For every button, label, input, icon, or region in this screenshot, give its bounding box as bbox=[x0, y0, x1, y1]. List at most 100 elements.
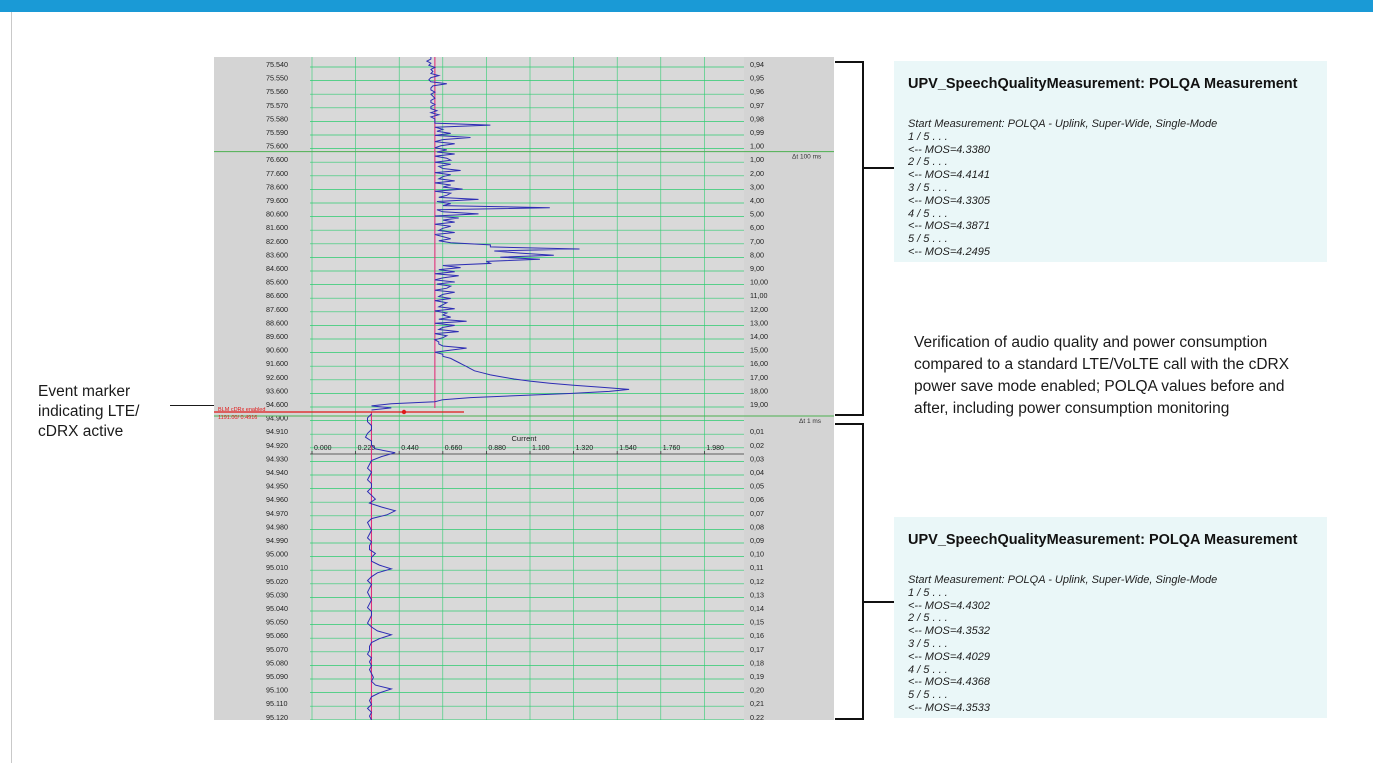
mos-value-line: <-- MOS=4.4029 bbox=[908, 650, 990, 663]
time-tick-label: 79.600 bbox=[266, 196, 288, 205]
delta-tick-label: 18,00 bbox=[750, 386, 768, 395]
time-tick-label: 94.600 bbox=[266, 400, 288, 409]
time-tick-label: 82.600 bbox=[266, 237, 288, 246]
delta-tick-label: 2,00 bbox=[750, 169, 764, 178]
delta-tick-label: 0,13 bbox=[750, 590, 764, 599]
delta-tick-label: 10,00 bbox=[750, 278, 768, 287]
measurement-step-line: 2 / 5 . . . bbox=[908, 612, 948, 625]
polqa-result-panel-after: UPV_SpeechQualityMeasurement: POLQA Meas… bbox=[894, 517, 1327, 718]
time-tick-label: 80.600 bbox=[266, 210, 288, 219]
time-tick-label: 75.550 bbox=[266, 74, 288, 83]
delta-tick-label: 0,20 bbox=[750, 686, 764, 695]
time-tick-label: 94.910 bbox=[266, 427, 288, 436]
time-tick-label: 75.560 bbox=[266, 87, 288, 96]
delta-tick-label: 19,00 bbox=[750, 400, 768, 409]
delta-tick-label: 8,00 bbox=[750, 250, 764, 259]
delta-tick-label: 0,07 bbox=[750, 509, 764, 518]
mos-value-line: <-- MOS=4.3305 bbox=[908, 194, 990, 207]
bracket-after bbox=[835, 423, 864, 720]
time-tick-label: 77.600 bbox=[266, 169, 288, 178]
time-tick-label: 94.920 bbox=[266, 441, 288, 450]
delta-tick-label: 0,03 bbox=[750, 454, 764, 463]
delta-tick-label: 0,97 bbox=[750, 101, 764, 110]
time-tick-label: 95.080 bbox=[266, 658, 288, 667]
delta-tick-label: 0,19 bbox=[750, 672, 764, 681]
time-tick-label: 95.000 bbox=[266, 550, 288, 559]
delta-tick-label: 0,15 bbox=[750, 618, 764, 627]
polqa-result-title: UPV_SpeechQualityMeasurement: POLQA Meas… bbox=[908, 76, 1298, 92]
delta-tick-label: 3,00 bbox=[750, 182, 764, 191]
time-tick-label: 93.600 bbox=[266, 386, 288, 395]
time-tick-label: 95.120 bbox=[266, 713, 288, 720]
delta-tick-label: 0,11 bbox=[750, 563, 763, 572]
mos-value-line: <-- MOS=4.3533 bbox=[908, 701, 990, 714]
measurement-step-line: 3 / 5 . . . bbox=[908, 181, 948, 194]
polqa-result-panel-before: UPV_SpeechQualityMeasurement: POLQA Meas… bbox=[894, 61, 1327, 262]
measurement-step-line: 2 / 5 . . . bbox=[908, 156, 948, 169]
bracket-before-stub bbox=[862, 167, 894, 169]
delta-tick-label: 1,00 bbox=[750, 155, 764, 164]
mos-value-line: <-- MOS=4.3380 bbox=[908, 143, 990, 156]
time-tick-label: 95.110 bbox=[266, 699, 287, 708]
measurement-step-line: 4 / 5 . . . bbox=[908, 663, 948, 676]
delta-tick-label: 5,00 bbox=[750, 210, 764, 219]
current-tick-label: 1.760 bbox=[663, 445, 681, 452]
delta-tick-label: 12,00 bbox=[750, 305, 768, 314]
current-trace-after bbox=[364, 413, 397, 721]
time-tick-label: 94.950 bbox=[266, 482, 288, 491]
current-tick-label: 0.880 bbox=[488, 445, 506, 452]
delta-tick-label: 16,00 bbox=[750, 359, 768, 368]
mos-value-line: <-- MOS=4.3532 bbox=[908, 625, 990, 638]
time-tick-label: 75.580 bbox=[266, 114, 288, 123]
time-tick-label: 85.600 bbox=[266, 278, 288, 287]
measurement-step-line: 4 / 5 . . . bbox=[908, 207, 948, 220]
delta-tick-label: 7,00 bbox=[750, 237, 764, 246]
event-marker-dot bbox=[401, 409, 407, 415]
event-marker-callout: Event marker indicating LTE/ cDRX active bbox=[38, 383, 140, 440]
delta-tick-label: 0,95 bbox=[750, 74, 764, 83]
time-tick-label: 78.600 bbox=[266, 182, 288, 191]
delta-tick-label: 0,05 bbox=[750, 482, 764, 491]
measurement-start-line: Start Measurement: POLQA - Uplink, Super… bbox=[908, 574, 1218, 586]
delta-tick-label: 0,09 bbox=[750, 536, 764, 545]
delta-tick-label: 0,01 bbox=[750, 427, 764, 436]
measurement-step-line: 5 / 5 . . . bbox=[908, 233, 948, 246]
section-delta-label: Δt 1 ms bbox=[799, 418, 822, 425]
delta-tick-label: 14,00 bbox=[750, 332, 768, 341]
delta-tick-label: 9,00 bbox=[750, 264, 764, 273]
time-tick-label: 75.600 bbox=[266, 142, 288, 151]
page-frame-line bbox=[11, 12, 12, 763]
time-tick-label: 94.990 bbox=[266, 536, 288, 545]
measurement-start-line: Start Measurement: POLQA - Uplink, Super… bbox=[908, 118, 1218, 130]
time-tick-label: 84.600 bbox=[266, 264, 288, 273]
delta-tick-label: 0,04 bbox=[750, 468, 764, 477]
time-tick-label: 95.100 bbox=[266, 686, 288, 695]
time-tick-label: 95.090 bbox=[266, 672, 288, 681]
delta-tick-label: 0,94 bbox=[750, 60, 764, 69]
time-tick-label: 90.600 bbox=[266, 346, 288, 355]
time-tick-label: 75.570 bbox=[266, 101, 288, 110]
time-tick-label: 94.980 bbox=[266, 522, 288, 531]
header-bar bbox=[0, 0, 1373, 12]
section-delta-label: Δt 100 ms bbox=[792, 154, 822, 161]
time-tick-label: 95.070 bbox=[266, 645, 288, 654]
current-tick-label: 0.000 bbox=[314, 445, 332, 452]
measurement-step-line: 3 / 5 . . . bbox=[908, 637, 948, 650]
delta-tick-label: 6,00 bbox=[750, 223, 764, 232]
bracket-after-stub bbox=[862, 601, 894, 603]
current-trace-before bbox=[371, 57, 630, 411]
delta-tick-label: 0,22 bbox=[750, 713, 764, 720]
delta-tick-label: 0,96 bbox=[750, 87, 764, 96]
time-tick-label: 95.030 bbox=[266, 590, 288, 599]
event-marker-text: 1191.00/ 0.4916 bbox=[218, 415, 257, 421]
time-tick-label: 94.960 bbox=[266, 495, 288, 504]
delta-tick-label: 0,14 bbox=[750, 604, 764, 613]
time-tick-label: 88.600 bbox=[266, 318, 288, 327]
bracket-before bbox=[835, 61, 864, 416]
delta-tick-label: 11,00 bbox=[750, 291, 767, 300]
delta-tick-label: 0,08 bbox=[750, 522, 764, 531]
time-tick-label: 86.600 bbox=[266, 291, 288, 300]
verification-description: Verification of audio quality and power … bbox=[914, 334, 1290, 417]
polqa-result-lines: Start Measurement: POLQA - Uplink, Super… bbox=[908, 574, 1327, 715]
delta-tick-label: 13,00 bbox=[750, 318, 768, 327]
